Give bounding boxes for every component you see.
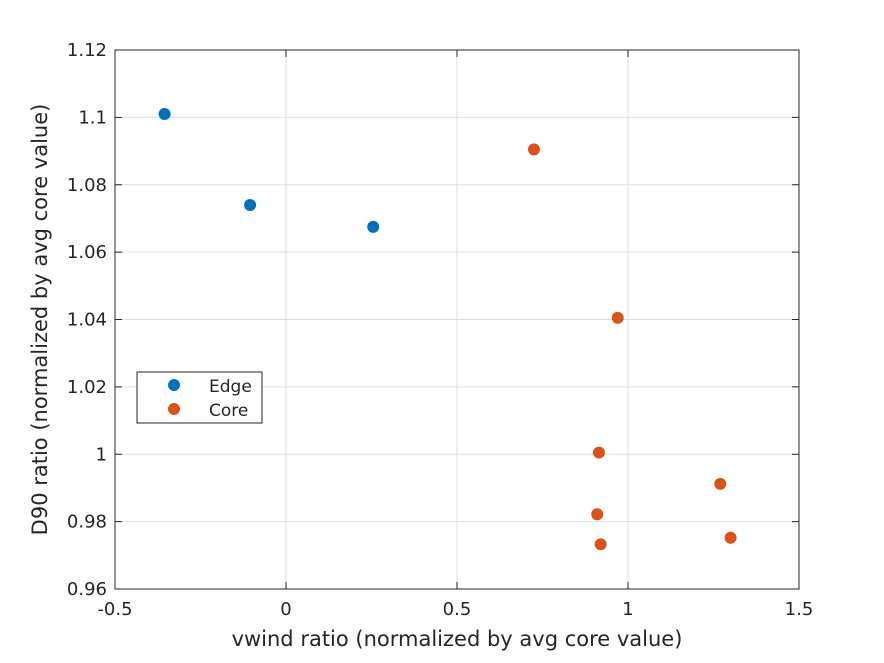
data-point-edge — [158, 108, 171, 121]
data-point-core — [527, 143, 540, 156]
x-tick-label: -0.5 — [97, 599, 132, 620]
y-tick-label: 1.12 — [67, 40, 107, 61]
axes: -0.5 0 0.5 1 1.5 0.96 0.98 1 1.02 1.04 1.06 1.08 1.1… — [67, 40, 813, 620]
data-point-core — [594, 538, 607, 551]
y-tick-label: 0.98 — [67, 512, 107, 533]
x-tick-label: 0 — [280, 599, 291, 620]
data-point-core — [592, 446, 605, 459]
y-tick-label: 1.08 — [67, 175, 107, 196]
data-point-core — [714, 477, 727, 490]
y-tick-label: 1.1 — [78, 107, 107, 128]
legend-marker-edge — [168, 379, 180, 391]
y-tick-label: 1.04 — [67, 310, 107, 331]
y-tick-label: 0.96 — [67, 579, 107, 600]
data-point-edge — [367, 220, 380, 233]
data-point-core — [724, 531, 737, 544]
x-tick-label: 1.5 — [785, 599, 814, 620]
y-tick-label: 1.02 — [67, 377, 107, 398]
y-axis-label: D90 ratio (normalized by avg core value) — [28, 104, 52, 536]
y-tick-label: 1 — [96, 444, 107, 465]
legend-label-edge: Edge — [209, 377, 252, 397]
x-tick-label: 1 — [622, 599, 633, 620]
legend-marker-core — [168, 403, 180, 415]
x-tick-label: 0.5 — [443, 599, 472, 620]
data-point-edge — [244, 198, 257, 211]
y-tick-label: 1.06 — [67, 242, 107, 263]
data-point-core — [591, 508, 604, 521]
legend-label-core: Core — [209, 401, 248, 421]
data-points — [158, 108, 737, 551]
data-point-core — [611, 311, 624, 324]
x-axis-label: vwind ratio (normalized by avg core valu… — [232, 627, 683, 651]
legend: Edge Core — [136, 371, 263, 424]
legend-box — [136, 371, 263, 424]
